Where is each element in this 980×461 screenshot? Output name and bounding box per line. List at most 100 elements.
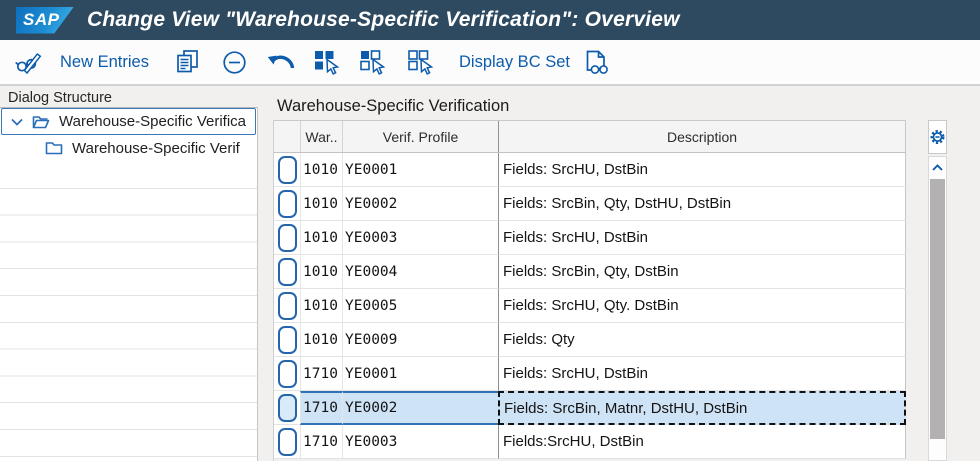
row-selector-cell (274, 221, 300, 255)
profile-cell[interactable]: YE0003 (342, 425, 498, 459)
row-select-button[interactable] (277, 359, 297, 388)
column-header-warehouse[interactable]: War.. (300, 121, 342, 152)
copy-button[interactable] (173, 40, 203, 84)
tree-item-label: Warehouse-Specific Verifica (59, 113, 247, 130)
row-select-button[interactable] (277, 223, 297, 252)
table-body: 1010 YE0001 Fields: SrcHU, DstBin 1010 Y… (274, 153, 906, 459)
description-cell[interactable]: Fields: SrcHU, DstBin (498, 221, 906, 255)
select-block-icon (360, 49, 386, 75)
table-title: Warehouse-Specific Verification (277, 97, 510, 115)
warehouse-cell[interactable]: 1710 (300, 391, 342, 425)
row-select-button[interactable] (277, 189, 297, 218)
profile-cell[interactable]: YE0002 (342, 187, 498, 221)
column-header-profile[interactable]: Verif. Profile (342, 121, 498, 152)
sap-logo-text: SAP (23, 10, 60, 29)
warehouse-cell[interactable]: 1010 (300, 187, 342, 221)
row-select-button[interactable] (277, 155, 297, 184)
chevron-down-icon[interactable] (10, 116, 24, 128)
description-cell[interactable]: Fields: SrcHU, DstBin (498, 357, 906, 391)
row-select-button[interactable] (277, 257, 297, 286)
glasses-pencil-icon (15, 52, 42, 74)
table-settings-button[interactable] (928, 120, 947, 154)
table-row[interactable]: 1010 YE0005 Fields: SrcHU, Qty. DstBin (274, 289, 906, 323)
table-row[interactable]: 1010 YE0002 Fields: SrcBin, Qty, DstHU, … (274, 187, 906, 221)
scroll-up-button[interactable] (929, 157, 946, 177)
description-cell[interactable]: Fields: SrcHU, DstBin (498, 153, 906, 187)
table-row[interactable]: 1010 YE0001 Fields: SrcHU, DstBin (274, 153, 906, 187)
table-row-selected[interactable]: 1710 YE0002 Fields: SrcBin, Matnr, DstHU… (274, 391, 906, 425)
scrollbar-thumb[interactable] (930, 179, 945, 439)
copy-icon (177, 50, 198, 73)
profile-cell[interactable]: YE0003 (342, 221, 498, 255)
description-cell[interactable]: Fields:SrcHU, DstBin (498, 425, 906, 459)
folder-open-icon (31, 114, 51, 130)
row-selector-cell (274, 187, 300, 221)
row-select-button[interactable] (277, 325, 297, 354)
title-bar: SAP Change View "Warehouse-Specific Veri… (0, 0, 980, 40)
circle-minus-icon (223, 50, 246, 74)
row-selector-cell (274, 153, 300, 187)
folder-closed-icon (45, 141, 63, 155)
select-block-button[interactable] (359, 40, 387, 84)
tree-item-warehouse-specific-verification-child[interactable]: Warehouse-Specific Verif (0, 135, 257, 161)
description-cell[interactable]: Fields: SrcBin, Qty, DstBin (498, 255, 906, 289)
column-header-description[interactable]: Description (498, 121, 906, 152)
warehouse-cell[interactable]: 1010 (300, 255, 342, 289)
warehouse-cell[interactable]: 1010 (300, 153, 342, 187)
table-row[interactable]: 1710 YE0001 Fields: SrcHU, DstBin (274, 357, 906, 391)
description-cell[interactable]: Fields: SrcBin, Qty, DstHU, DstBin (498, 187, 906, 221)
gear-icon (930, 130, 945, 144)
row-selector-cell (274, 425, 300, 459)
select-all-button[interactable] (313, 40, 341, 84)
tree-item-label: Warehouse-Specific Verif (72, 139, 240, 157)
warehouse-cell[interactable]: 1010 (300, 323, 342, 357)
verification-table: War.. Verif. Profile Description 1010 YE… (273, 120, 906, 461)
bc-set-display-icon (586, 50, 608, 74)
deselect-all-icon (408, 49, 434, 75)
dialog-structure-tree: Warehouse-Specific Verifica Warehouse-Sp… (0, 107, 258, 461)
table-header-row: War.. Verif. Profile Description (274, 120, 906, 153)
delete-button[interactable] (221, 40, 248, 84)
description-cell[interactable]: Fields: Qty (498, 323, 906, 357)
warehouse-cell[interactable]: 1710 (300, 357, 342, 391)
row-selector-cell (274, 323, 300, 357)
sap-logo: SAP (16, 6, 74, 34)
profile-cell[interactable]: YE0002 (342, 391, 498, 425)
bc-set-display-icon-button[interactable] (582, 40, 610, 84)
window-title: Change View "Warehouse-Specific Verifica… (87, 8, 680, 31)
profile-cell[interactable]: YE0005 (342, 289, 498, 323)
row-select-button[interactable] (277, 291, 297, 320)
display-change-toggle-button[interactable] (14, 40, 43, 84)
warehouse-cell[interactable]: 1010 (300, 221, 342, 255)
new-entries-button[interactable]: New Entries (60, 40, 149, 84)
undo-button[interactable] (266, 40, 296, 84)
tree-empty-rows (0, 162, 257, 461)
profile-cell[interactable]: YE0009 (342, 323, 498, 357)
warehouse-cell[interactable]: 1710 (300, 425, 342, 459)
row-selector-cell (274, 289, 300, 323)
tree-item-warehouse-specific-verification[interactable]: Warehouse-Specific Verifica (1, 108, 256, 135)
description-cell[interactable]: Fields: SrcBin, Matnr, DstHU, DstBin (498, 391, 906, 425)
dialog-structure-header: Dialog Structure (8, 90, 112, 106)
table-row[interactable]: 1710 YE0003 Fields:SrcHU, DstBin (274, 425, 906, 459)
row-selector-cell (274, 357, 300, 391)
row-selector-cell (274, 391, 300, 425)
deselect-all-button[interactable] (407, 40, 435, 84)
profile-cell[interactable]: YE0001 (342, 357, 498, 391)
warehouse-cell[interactable]: 1010 (300, 289, 342, 323)
display-bc-set-button[interactable]: Display BC Set (459, 40, 570, 84)
profile-cell[interactable]: YE0001 (342, 153, 498, 187)
column-header-selector (274, 121, 300, 152)
table-row[interactable]: 1010 YE0004 Fields: SrcBin, Qty, DstBin (274, 255, 906, 289)
row-select-button[interactable] (277, 427, 297, 456)
description-cell[interactable]: Fields: SrcHU, Qty. DstBin (498, 289, 906, 323)
vertical-scrollbar[interactable] (928, 156, 947, 461)
application-toolbar: New Entries (0, 40, 980, 86)
table-row[interactable]: 1010 YE0009 Fields: Qty (274, 323, 906, 357)
row-select-button[interactable] (277, 393, 297, 422)
undo-arrow-icon (267, 55, 295, 68)
table-row[interactable]: 1010 YE0003 Fields: SrcHU, DstBin (274, 221, 906, 255)
chevron-up-icon (932, 163, 943, 171)
profile-cell[interactable]: YE0004 (342, 255, 498, 289)
